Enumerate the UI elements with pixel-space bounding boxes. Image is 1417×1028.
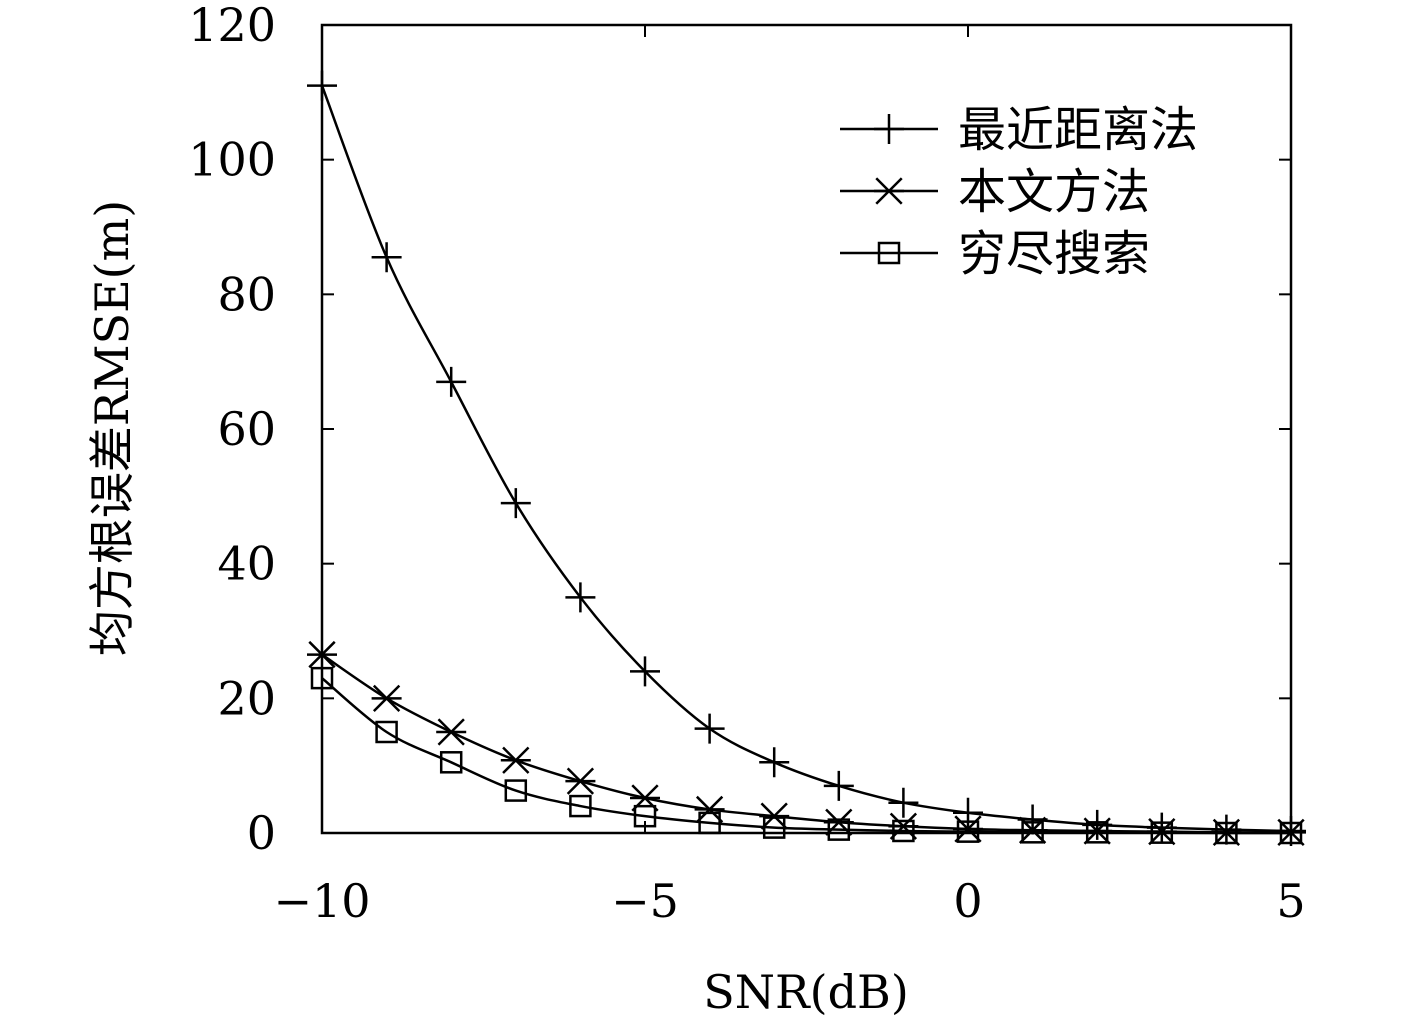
data-point [827, 818, 851, 841]
data-point [307, 70, 337, 101]
y-axis-title: 均方根误差RMSE(m) [85, 200, 139, 656]
y-tick-label: 80 [217, 267, 276, 321]
data-point [630, 656, 660, 687]
series-line [321, 677, 1292, 835]
data-point [698, 811, 721, 835]
series-layer [307, 70, 1306, 846]
legend-label: 最近距离法 [958, 102, 1198, 158]
data-point [759, 747, 790, 778]
data-point [823, 770, 854, 801]
data-point [1085, 821, 1109, 844]
data-point [439, 751, 463, 774]
data-point [565, 582, 596, 613]
data-point [956, 820, 980, 843]
data-point [694, 795, 725, 824]
axis-ticks: −10 −5 0 5 0 20 40 60 80 100 120 [188, 0, 1305, 928]
y-tick-label: 60 [217, 402, 276, 456]
x-axis-title: SNR(dB) [703, 965, 909, 1019]
data-point [569, 794, 592, 818]
legend-entry: 本文方法 [840, 164, 1150, 220]
data-point [500, 488, 531, 519]
series-asterisk [307, 640, 1306, 846]
data-point [1279, 821, 1303, 845]
x-tick-label: −10 [273, 874, 370, 928]
data-point [436, 366, 467, 397]
data-point [759, 802, 790, 830]
data-point [762, 816, 786, 839]
data-point [565, 767, 596, 795]
y-tick-label: 0 [247, 806, 276, 860]
legend-marker [874, 114, 904, 144]
data-point [375, 720, 398, 744]
data-point [633, 804, 657, 828]
y-tick-label: 120 [188, 0, 276, 52]
legend-marker [877, 241, 901, 265]
x-tick-label: 0 [953, 874, 982, 928]
series-line [321, 653, 1292, 834]
y-tick-label: 40 [217, 537, 276, 591]
y-tick-label: 100 [188, 133, 276, 187]
data-point [694, 713, 725, 744]
data-point [1021, 821, 1044, 844]
legend-entry: 穷尽搜索 [840, 226, 1150, 282]
data-point [500, 746, 531, 774]
legend-label: 本文方法 [958, 164, 1150, 220]
legend-marker [874, 177, 904, 205]
data-point [371, 242, 402, 273]
data-point [1150, 821, 1174, 844]
data-point [310, 666, 334, 690]
data-point [1215, 821, 1238, 845]
series-plus [307, 70, 1306, 846]
data-point [504, 779, 528, 802]
y-tick-label: 20 [217, 671, 276, 725]
series-square [310, 666, 1303, 845]
legend-label: 穷尽搜索 [958, 226, 1150, 282]
x-tick-label: 5 [1276, 874, 1305, 928]
x-tick-label: −5 [611, 874, 679, 928]
data-point [888, 787, 919, 818]
data-point [892, 819, 915, 843]
data-point [371, 684, 402, 712]
data-point [436, 718, 467, 746]
legend-entry: 最近距离法 [840, 102, 1198, 158]
data-point [307, 640, 337, 669]
